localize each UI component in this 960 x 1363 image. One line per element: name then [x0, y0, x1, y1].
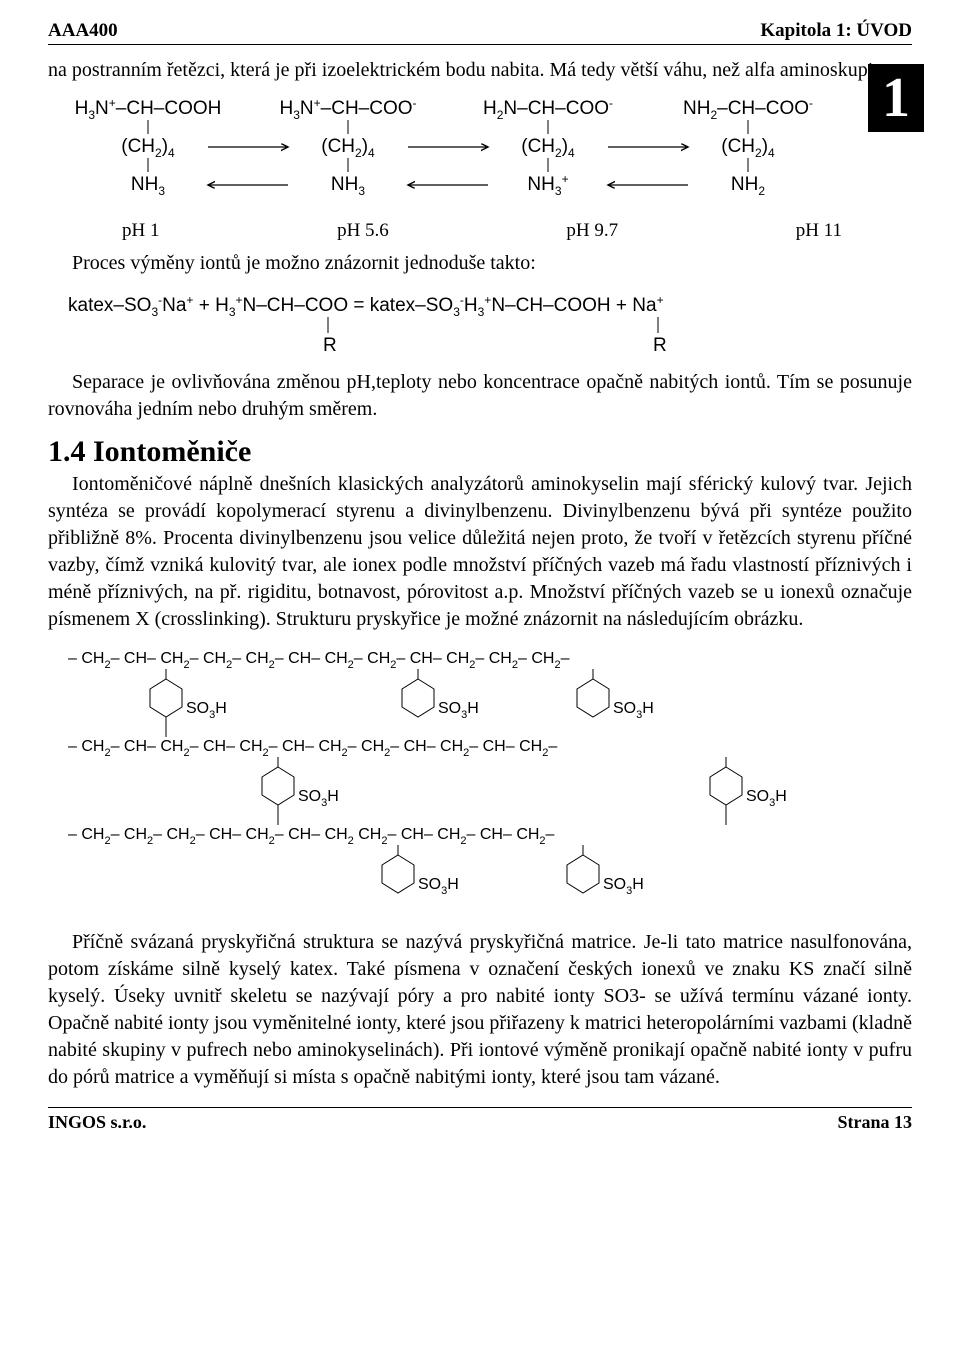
svg-text:(CH2)4: (CH2)4	[521, 136, 575, 160]
chapter-number: 1	[882, 67, 910, 129]
svg-text:– CH2– CH– CH2– CH– CH2– CH– C: – CH2– CH– CH2– CH– CH2– CH– CH2– CH2– C…	[68, 738, 557, 759]
svg-text:H2N–CH–COO-: H2N–CH–COO-	[483, 96, 613, 122]
equation-svg: katex–SO3-Na+ + H3+N–CH–COO = katex–SO3-…	[48, 285, 888, 361]
svg-text:SO3H: SO3H	[186, 700, 227, 721]
svg-text:NH3: NH3	[331, 174, 365, 198]
svg-text:(CH2)4: (CH2)4	[321, 136, 375, 160]
svg-text:SO3H: SO3H	[603, 876, 644, 897]
svg-text:(CH2)4: (CH2)4	[721, 136, 775, 160]
svg-text:H3N+–CH–COOH: H3N+–CH–COOH	[75, 96, 222, 122]
polymer-structure-diagram: – CH2– CH– CH2– CH2– CH2– CH– CH2– CH2– …	[48, 641, 912, 921]
svg-text:SO3H: SO3H	[746, 788, 787, 809]
section-paragraph: Iontoměničové náplně dnešních klasických…	[48, 471, 912, 633]
svg-text:SO3H: SO3H	[418, 876, 459, 897]
svg-text:SO3H: SO3H	[613, 700, 654, 721]
polymer-svg: – CH2– CH– CH2– CH2– CH2– CH– CH2– CH2– …	[48, 641, 868, 921]
chapter-tab: 1	[868, 64, 924, 132]
header-left: AAA400	[48, 20, 118, 42]
svg-text:NH2: NH2	[731, 174, 765, 198]
svg-text:NH3+: NH3+	[527, 172, 568, 198]
svg-text:katex–SO3-Na+ + H3+N–CH–COO: katex–SO3-Na+ + H3+N–CH–COO = katex–SO3-…	[68, 293, 664, 319]
svg-text:R: R	[653, 335, 667, 356]
section-heading: 1.4 Iontoměniče	[48, 435, 912, 469]
svg-text:NH3: NH3	[131, 174, 165, 198]
svg-text:SO3H: SO3H	[298, 788, 339, 809]
ph-label: pH 9.7	[566, 220, 618, 242]
svg-text:H3N+–CH–COO-: H3N+–CH–COO-	[279, 96, 416, 122]
section-title: Iontoměniče	[93, 435, 251, 468]
ph-label: pH 5.6	[337, 220, 389, 242]
svg-text:NH2–CH–COO-: NH2–CH–COO-	[683, 96, 813, 122]
intro-paragraph: na postranním řetězci, která je při izoe…	[48, 57, 912, 84]
page-header: AAA400 Kapitola 1: ÚVOD	[48, 20, 912, 45]
svg-text:– CH2– CH– CH2– CH2– CH2– CH–: – CH2– CH– CH2– CH2– CH2– CH– CH2– CH2– …	[68, 650, 570, 671]
page-footer: INGOS s.r.o. Strana 13	[48, 1107, 912, 1133]
ph-labels-row: pH 1 pH 5.6 pH 9.7 pH 11	[122, 220, 842, 242]
ph-label: pH 11	[796, 220, 842, 242]
section-number: 1.4	[48, 435, 86, 468]
svg-text:– CH2– CH2– CH2– CH– CH2– CH–: – CH2– CH2– CH2– CH– CH2– CH– CH2 CH2– C…	[68, 826, 555, 847]
footer-left: INGOS s.r.o.	[48, 1112, 146, 1133]
process-line: Proces výměny iontů je možno znázornit j…	[48, 250, 912, 277]
page: 1 AAA400 Kapitola 1: ÚVOD na postranním …	[0, 0, 960, 1157]
footer-right: Strana 13	[837, 1112, 912, 1133]
diagram-ph-svg: H3N+–CH–COOH (CH2)4 NH3 H3N+–CH–COO- (CH…	[48, 92, 848, 212]
diagram-ph-species: H3N+–CH–COOH (CH2)4 NH3 H3N+–CH–COO- (CH…	[48, 92, 912, 212]
svg-text:(CH2)4: (CH2)4	[121, 136, 175, 160]
ph-label: pH 1	[122, 220, 159, 242]
svg-text:R: R	[323, 335, 337, 356]
ion-exchange-equation: katex–SO3-Na+ + H3+N–CH–COO = katex–SO3-…	[48, 285, 912, 361]
svg-text:SO3H: SO3H	[438, 700, 479, 721]
final-paragraph: Příčně svázaná pryskyřičná struktura se …	[48, 929, 912, 1091]
header-right: Kapitola 1: ÚVOD	[760, 20, 912, 42]
separation-paragraph: Separace je ovlivňována změnou pH,teplot…	[48, 369, 912, 423]
